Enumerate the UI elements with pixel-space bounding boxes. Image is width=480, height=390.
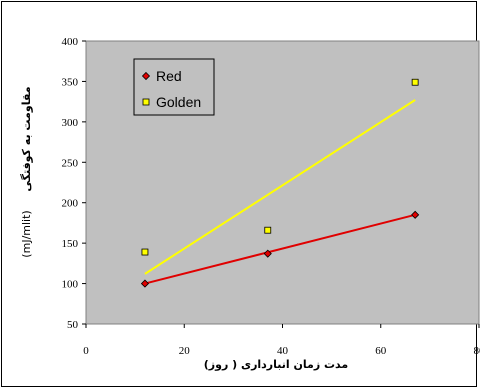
legend: Red Golden xyxy=(133,58,215,116)
legend-label-red: Red xyxy=(156,68,182,84)
y-tick-label: 150 xyxy=(62,238,79,250)
trendline-golden xyxy=(144,99,416,275)
y-axis-title: مقاومت به کوفتگی xyxy=(20,86,33,191)
y-tick-label: 300 xyxy=(62,117,79,129)
y-tick-label: 350 xyxy=(62,76,79,88)
data-point-red xyxy=(140,279,150,288)
trendline-red xyxy=(144,213,416,285)
x-axis-ticks: 0 20 40 60 80 xyxy=(83,324,480,357)
y-tick-label: 50 xyxy=(67,319,79,331)
x-tick-label: 0 xyxy=(83,345,89,357)
x-tick-label: 80 xyxy=(474,345,480,357)
legend-marker-golden xyxy=(142,98,150,106)
legend-box xyxy=(133,58,215,116)
x-axis-title: مدت زمان انبارداری ( روز) xyxy=(204,358,348,371)
data-point-red xyxy=(411,210,420,219)
data-point-golden xyxy=(411,78,419,86)
x-tick-label: 20 xyxy=(179,345,191,357)
data-point-golden xyxy=(264,226,272,234)
y-axis-ticks: 50 100 150 200 250 300 350 400 xyxy=(62,36,86,331)
y-axis-unit: (mJ/mlit) xyxy=(20,210,33,257)
data-point-golden xyxy=(141,248,149,256)
legend-label-golden: Golden xyxy=(156,94,201,110)
x-tick-label: 60 xyxy=(375,345,387,357)
data-point-red xyxy=(263,249,272,258)
trendlines xyxy=(144,99,416,285)
x-tick-label: 40 xyxy=(277,345,289,357)
y-tick-label: 250 xyxy=(62,157,79,169)
y-tick-label: 400 xyxy=(62,36,79,48)
data-points xyxy=(140,78,420,288)
legend-marker-red xyxy=(141,71,151,81)
y-tick-label: 200 xyxy=(62,198,79,210)
y-tick-label: 100 xyxy=(62,279,79,291)
